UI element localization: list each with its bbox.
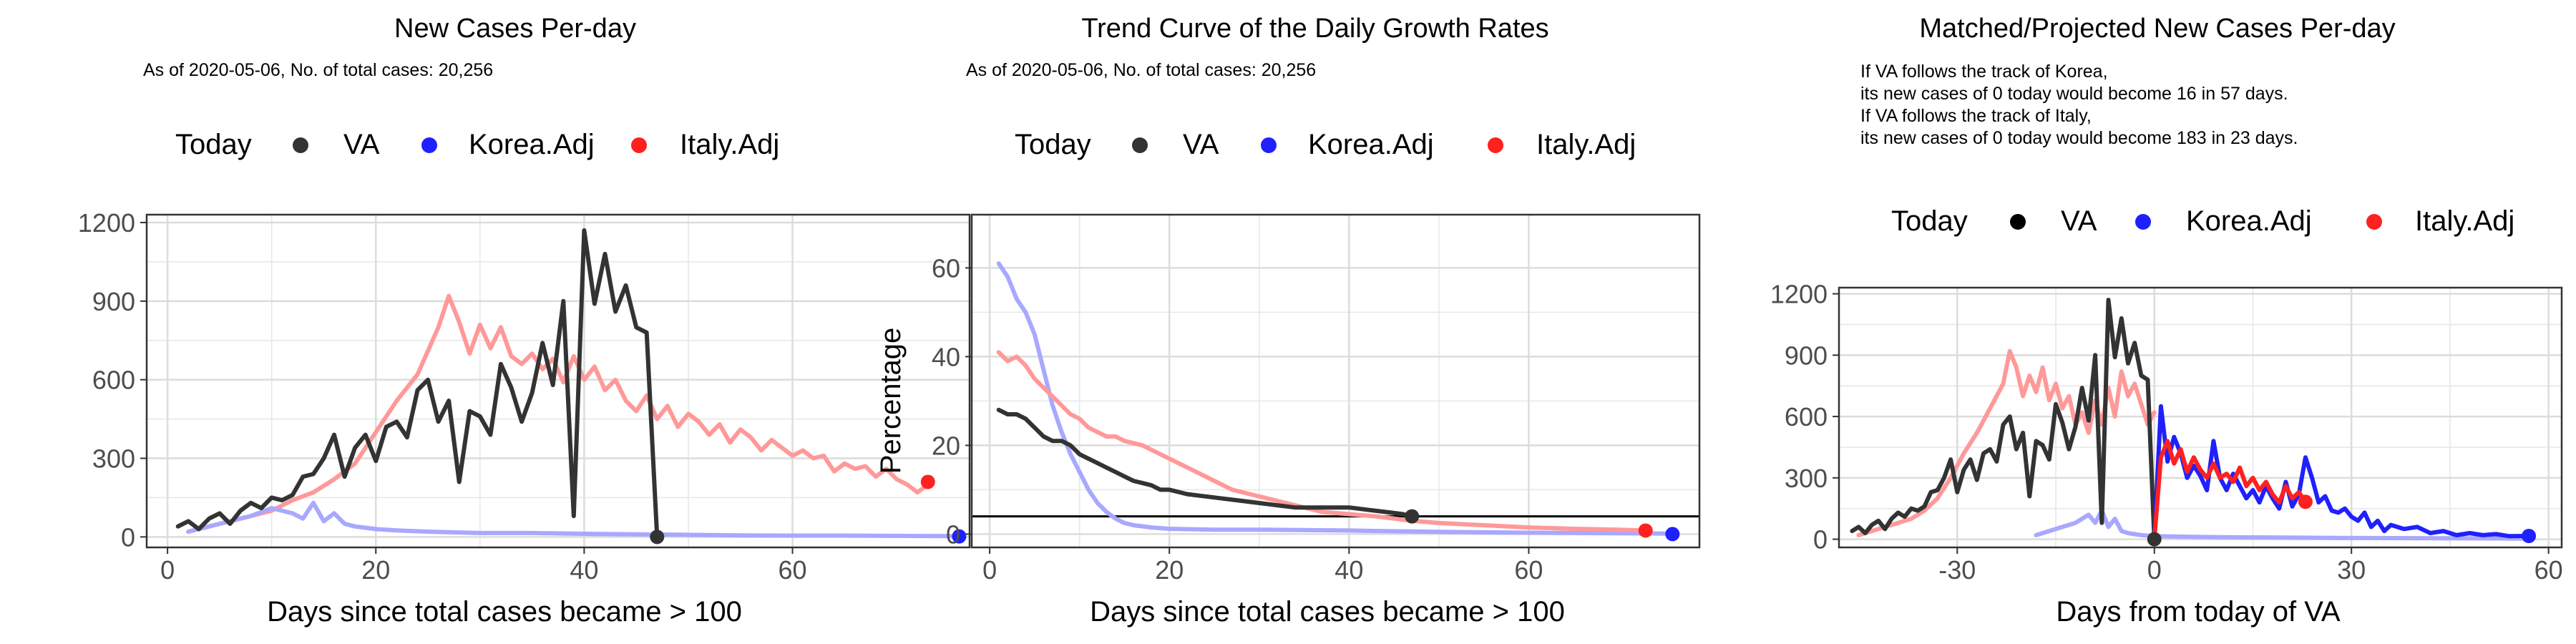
legend-label-korea: Korea.Adj	[469, 129, 595, 160]
panel-title: New Cases Per-day	[394, 14, 636, 44]
y-tick-label: 0	[1813, 525, 1828, 555]
legend-key-italy	[631, 137, 647, 153]
x-tick-label: 0	[160, 555, 175, 585]
legend-key-va	[2010, 214, 2026, 230]
panel-title: Matched/Projected New Cases Per-day	[1919, 14, 2395, 44]
y-tick-label: 60	[932, 253, 960, 283]
x-axis-label: Days since total cases became > 100	[1090, 596, 1565, 628]
y-tick-label: 20	[932, 431, 960, 460]
plot-area: 0 20 40 60 0 20 40 60	[932, 213, 1701, 585]
legend-key-korea	[2135, 214, 2151, 230]
x-axis-label: Days from today of VA	[2056, 596, 2341, 628]
series-line	[2034, 508, 2532, 541]
legend: Today VA Korea.Adj Italy.Adj	[175, 129, 779, 160]
series-line	[1856, 348, 2157, 537]
y-tick-label: 0	[121, 522, 135, 552]
series-line	[175, 228, 660, 540]
panel-subtitle: As of 2020-05-06, No. of total cases: 20…	[966, 60, 1316, 80]
x-tick-label: 60	[1514, 555, 1543, 585]
y-tick-label: 0	[946, 519, 960, 549]
panel-subtitle-line-1: If VA follows the track of Korea,	[1860, 62, 2108, 82]
legend-label-va: VA	[343, 129, 380, 160]
today-point	[1405, 509, 1420, 524]
panel-subtitle-line-2: its new cases of 0 today would become 16…	[1860, 84, 2288, 104]
legend-key-va	[1132, 137, 1148, 153]
y-tick-label: 300	[92, 444, 135, 474]
x-tick-label: 20	[1155, 555, 1184, 585]
y-tick-label: 1200	[1770, 280, 1828, 309]
panel-subtitle: As of 2020-05-06, No. of total cases: 20…	[143, 60, 493, 80]
legend-key-italy	[2366, 214, 2382, 230]
legend-key-korea	[421, 137, 437, 153]
legend-key-va	[293, 137, 308, 153]
x-tick-label: 0	[982, 555, 997, 585]
legend: Today VA Korea.Adj Italy.Adj	[1891, 205, 2514, 237]
today-point	[1665, 527, 1680, 542]
y-tick-label: 900	[1785, 341, 1828, 370]
y-tick-label: 600	[92, 366, 135, 395]
series-line	[2152, 404, 2532, 542]
legend-title: Today	[1891, 205, 1968, 237]
legend-label-italy: Italy.Adj	[1536, 129, 1636, 160]
panel-border	[145, 213, 971, 549]
legend-title: Today	[1015, 129, 1091, 160]
x-tick-label: -30	[1938, 555, 1976, 585]
today-point	[650, 530, 665, 545]
x-tick-label: 40	[1335, 555, 1363, 585]
today-point	[2522, 528, 2537, 543]
panel-subtitle-line-3: If VA follows the track of Italy,	[1860, 106, 2092, 126]
today-point	[2147, 532, 2162, 547]
today-point	[920, 474, 935, 489]
series-line	[996, 261, 1675, 536]
panel-border	[970, 213, 1701, 549]
panel-new-cases: New Cases Per-day As of 2020-05-06, No. …	[78, 14, 971, 628]
x-tick-label: 60	[779, 555, 807, 585]
legend-label-italy: Italy.Adj	[2415, 205, 2514, 237]
y-tick-label: 1200	[78, 208, 135, 238]
x-axis-label: Days since total cases became > 100	[267, 596, 742, 628]
panel-border	[1838, 286, 2563, 549]
y-tick-label: 40	[932, 342, 960, 371]
x-tick-label: 40	[570, 555, 598, 585]
series-line	[1850, 298, 2157, 542]
y-tick-label: 300	[1785, 464, 1828, 493]
legend: Today VA Korea.Adj Italy.Adj	[1015, 129, 1636, 160]
series-line	[996, 407, 1415, 519]
legend-label-italy: Italy.Adj	[680, 129, 779, 160]
legend-title: Today	[175, 129, 252, 160]
y-axis-label: Percentage	[875, 328, 907, 474]
x-tick-label: 60	[2534, 555, 2563, 585]
legend-label-korea: Korea.Adj	[2186, 205, 2312, 237]
panel-title: Trend Curve of the Daily Growth Rates	[1081, 14, 1548, 44]
legend-key-italy	[1488, 137, 1503, 153]
legend-label-korea: Korea.Adj	[1308, 129, 1434, 160]
legend-key-korea	[1261, 137, 1277, 153]
panel-subtitle-line-4: its new cases of 0 today would become 18…	[1860, 128, 2298, 148]
y-tick-label: 900	[92, 287, 135, 316]
today-point	[2298, 494, 2313, 509]
panel-projected-cases: Matched/Projected New Cases Per-day If V…	[1770, 14, 2563, 628]
legend-label-va: VA	[2061, 205, 2097, 237]
x-tick-label: 20	[361, 555, 390, 585]
legend-label-va: VA	[1183, 129, 1219, 160]
x-tick-label: 30	[2337, 555, 2366, 585]
today-point	[952, 529, 967, 544]
series-line	[186, 293, 930, 534]
series-line	[2152, 439, 2308, 542]
series-line	[186, 500, 962, 539]
series-line	[996, 350, 1648, 533]
x-tick-label: 0	[2147, 555, 2162, 585]
y-tick-label: 600	[1785, 402, 1828, 431]
panel-growth-rates: Trend Curve of the Daily Growth Rates As…	[875, 14, 1701, 628]
today-point	[1638, 523, 1653, 538]
